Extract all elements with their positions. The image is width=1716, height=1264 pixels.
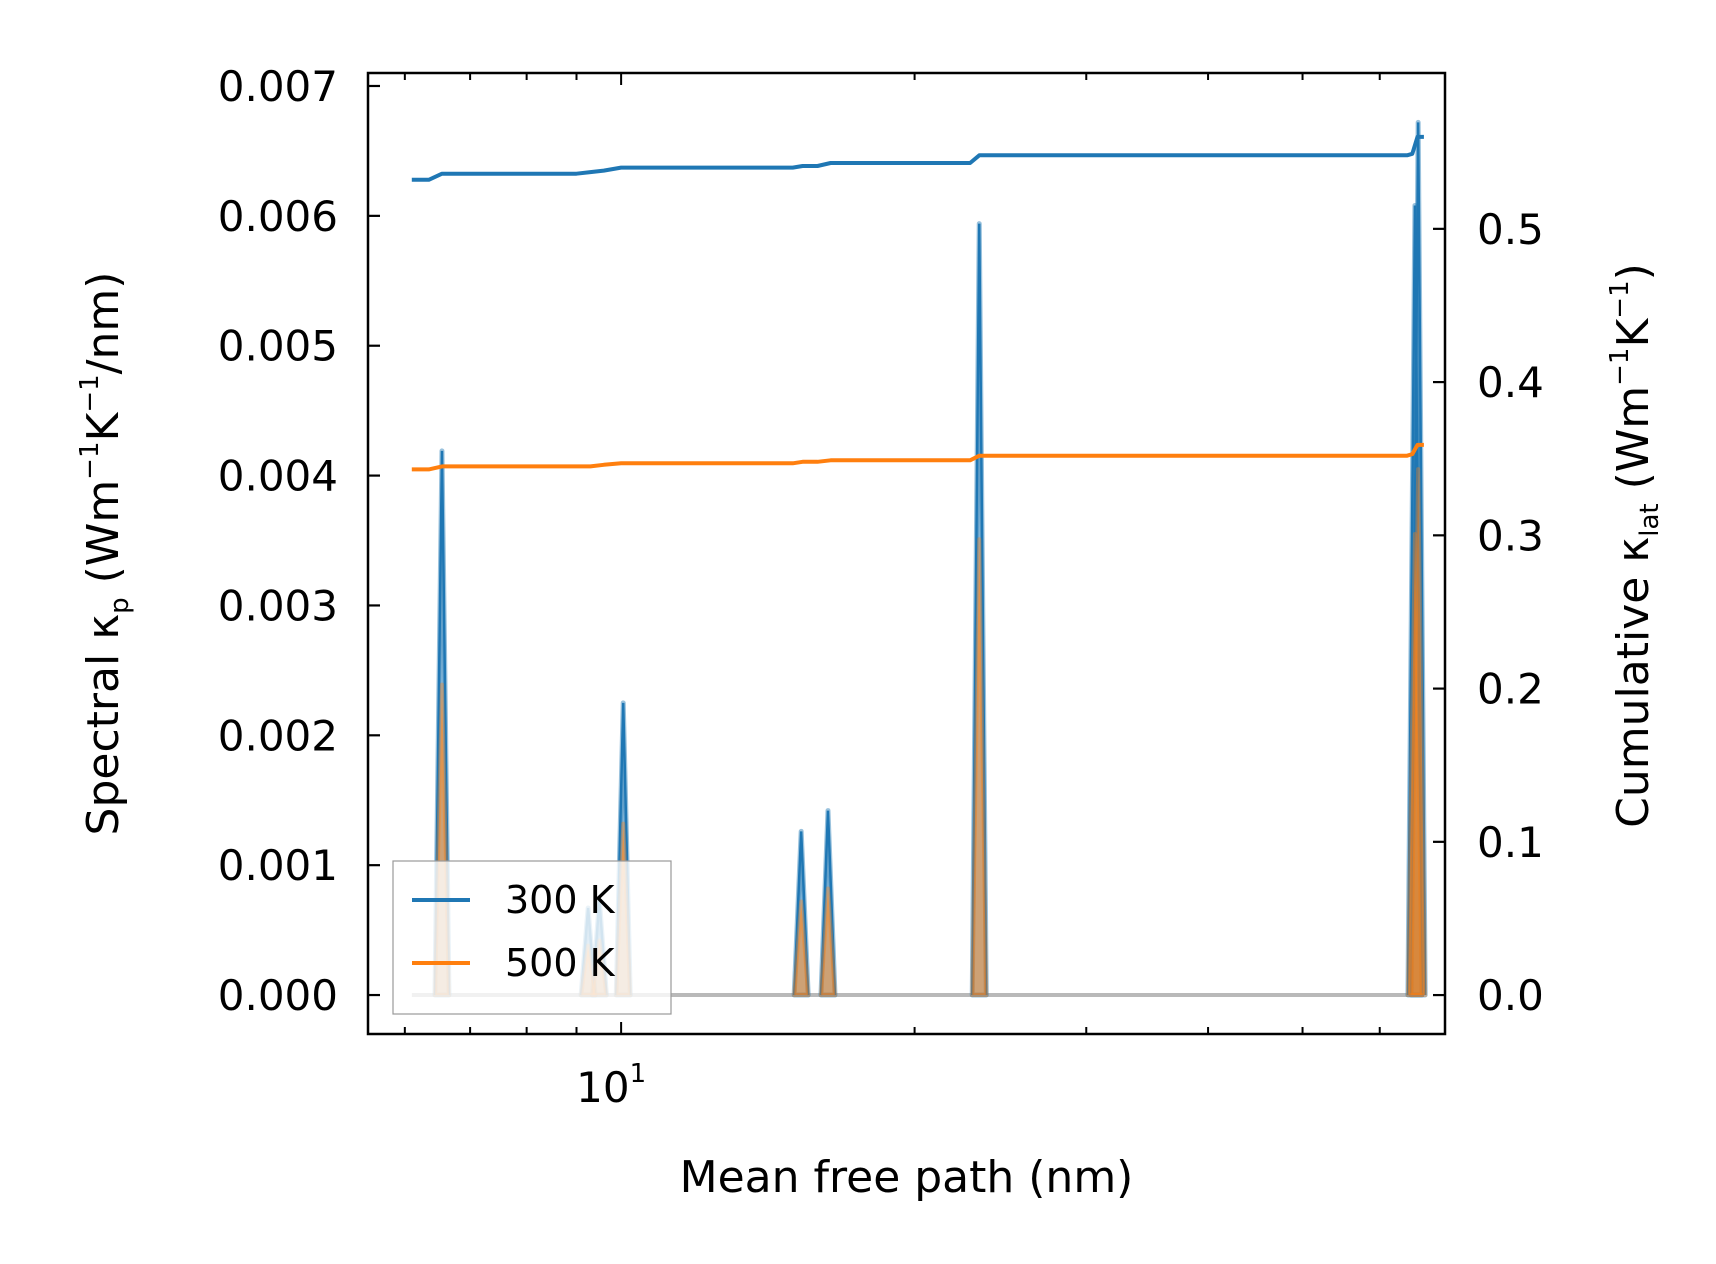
plot-frame bbox=[366, 71, 1447, 1036]
y-tick-label-right: 0.4 bbox=[1477, 358, 1544, 407]
spectral-peak-line-300k bbox=[971, 223, 988, 996]
y-tick-label-left: 0.007 bbox=[218, 62, 338, 111]
legend-box bbox=[392, 860, 672, 1015]
spectral-peak-500k bbox=[1409, 467, 1428, 998]
y-tick-label-left: 0.004 bbox=[218, 452, 338, 501]
y-axis-label-left: Spectral κp (Wm−1K−1/nm) bbox=[75, 272, 135, 836]
spectral-peak-500k bbox=[792, 899, 811, 998]
y-tick-label-right: 0.1 bbox=[1477, 818, 1544, 867]
y-tick-label-left: 0.006 bbox=[218, 192, 338, 241]
y-tick-label-right: 0.0 bbox=[1477, 971, 1544, 1020]
x-axis-label: Mean free path (nm) bbox=[680, 1152, 1134, 1203]
legend: 300 K 500 K bbox=[392, 860, 672, 1015]
spectral-peak-500k bbox=[818, 886, 837, 998]
cumulative-layer bbox=[411, 134, 1424, 472]
cumulative-line-500k bbox=[411, 442, 1424, 472]
y-axis-label-right: Cumulative κlat (Wm−1K−1) bbox=[1605, 263, 1665, 828]
y-tick-label-left: 0.002 bbox=[218, 711, 338, 760]
y-tick-label-right: 0.5 bbox=[1477, 205, 1544, 254]
ticks-layer: 0.000 0.001 0.002 0.003 0.004 0.005 0.006 0.007… bbox=[218, 62, 1544, 1112]
y-tick-label-left: 0.005 bbox=[218, 322, 338, 371]
spectral-peak-500k bbox=[970, 537, 989, 998]
y-tick-label-left: 0.001 bbox=[218, 841, 338, 890]
spectral-peak-line-300k bbox=[819, 810, 837, 996]
spectral-peak-line-300k bbox=[433, 450, 451, 996]
y-tick-label-left: 0.000 bbox=[218, 971, 338, 1020]
y-tick-label-right: 0.3 bbox=[1477, 511, 1544, 560]
legend-label-500k: 500 K bbox=[505, 941, 616, 985]
x-tick-label-base: 10 bbox=[576, 1063, 629, 1112]
cumulative-line-300k bbox=[411, 134, 1424, 182]
legend-label-300k: 300 K bbox=[505, 878, 616, 922]
x-tick-label-exp: 1 bbox=[630, 1059, 647, 1089]
x-tick-label: 101 bbox=[576, 1059, 646, 1112]
spectral-peak-line-300k bbox=[792, 831, 810, 996]
y-tick-label-left: 0.003 bbox=[218, 581, 338, 630]
y-tick-label-right: 0.2 bbox=[1477, 665, 1544, 714]
